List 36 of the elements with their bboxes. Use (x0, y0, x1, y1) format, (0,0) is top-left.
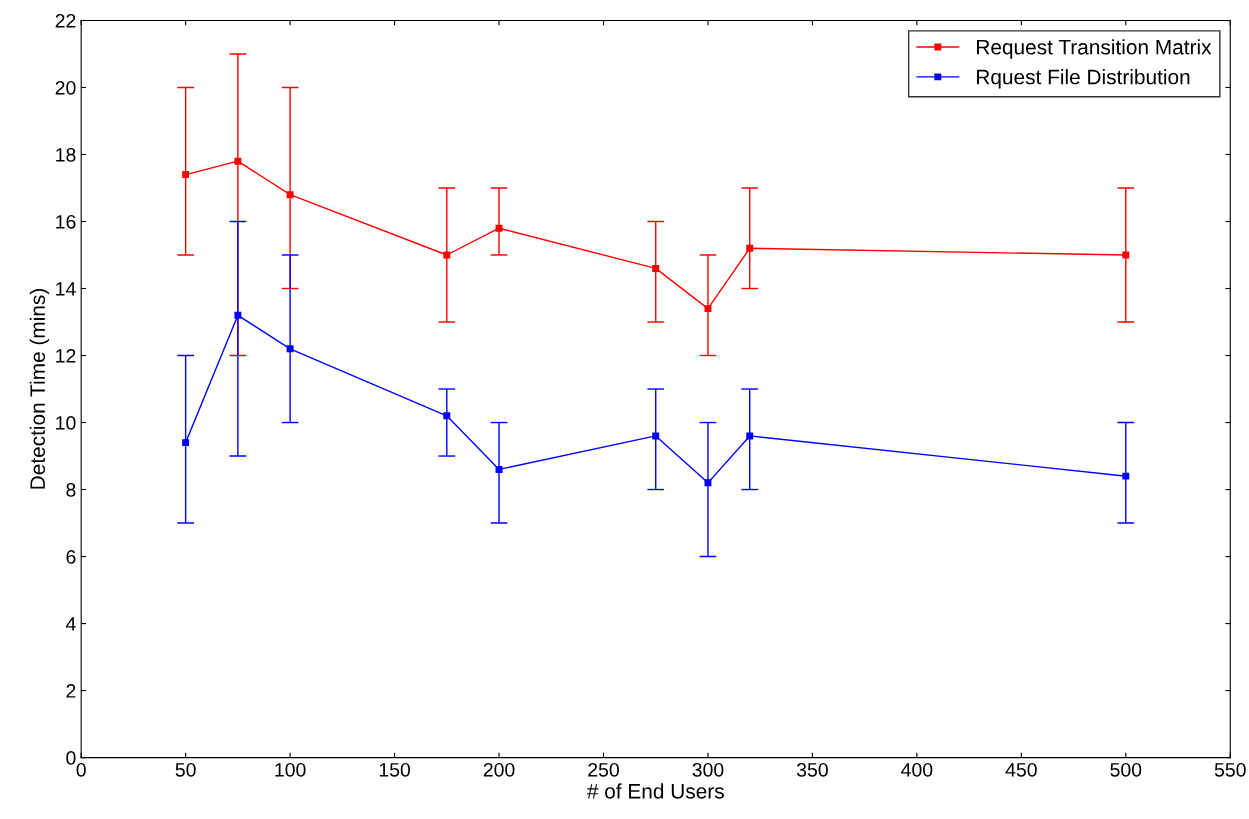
point (652, 264, 660, 272)
x-tick-label: 500 (1110, 762, 1142, 777)
legend-label: Request Transition Matrix (977, 39, 1212, 59)
y-tick-label: 2 (66, 684, 76, 698)
point (182, 171, 190, 179)
x-tick-label: 550 (1214, 762, 1246, 777)
y-tick-label: 20 (55, 80, 76, 95)
point (652, 432, 660, 440)
x-tick-label: 200 (483, 762, 515, 777)
y-axis-title: Detection Time (mins) (29, 289, 50, 489)
x-tick-label: 300 (692, 762, 724, 777)
x-tick-label: 100 (275, 762, 306, 777)
point (746, 244, 754, 252)
y-tick-label: 22 (55, 13, 76, 28)
point (1122, 472, 1130, 480)
point (182, 439, 190, 447)
y-tick-label: 8 (66, 483, 76, 497)
legend-label: Rquest File Distribution (977, 69, 1190, 89)
y-tick-label: 0 (66, 751, 76, 765)
point (443, 412, 451, 420)
y-tick-label: 10 (56, 416, 76, 430)
x-tick-label: 0 (76, 762, 86, 777)
point (746, 432, 754, 440)
y-tick-label: 14 (56, 282, 76, 296)
y-tick-label: 18 (56, 147, 76, 162)
y-tick-label: 4 (65, 617, 76, 631)
x-tick-label: 400 (901, 762, 933, 777)
y-tick-label: 6 (66, 550, 76, 564)
x-tick-label: 450 (1005, 762, 1037, 777)
x-axis-title: # of End Users (586, 783, 724, 799)
y-tick-label: 12 (56, 348, 76, 363)
x-tick-label: 350 (796, 762, 828, 777)
x-tick-label: 250 (588, 762, 619, 777)
y-tick-label: 16 (56, 214, 76, 229)
x-tick-label: 150 (379, 762, 411, 777)
x-tick-label: 50 (175, 762, 196, 777)
